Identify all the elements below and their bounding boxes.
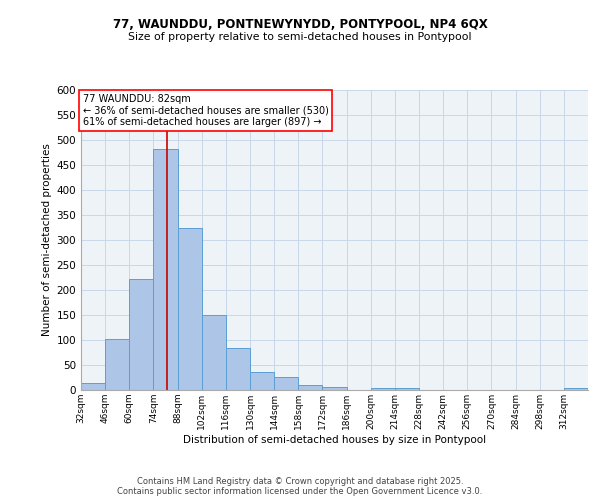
Bar <box>298 384 322 390</box>
Bar <box>371 388 395 390</box>
Y-axis label: Number of semi-detached properties: Number of semi-detached properties <box>42 144 52 336</box>
Text: 77 WAUNDDU: 82sqm
← 36% of semi-detached houses are smaller (530)
61% of semi-de: 77 WAUNDDU: 82sqm ← 36% of semi-detached… <box>83 94 329 126</box>
Bar <box>250 372 274 390</box>
Bar <box>105 338 129 390</box>
Bar <box>202 314 226 390</box>
Text: Size of property relative to semi-detached houses in Pontypool: Size of property relative to semi-detach… <box>128 32 472 42</box>
X-axis label: Distribution of semi-detached houses by size in Pontypool: Distribution of semi-detached houses by … <box>183 434 486 444</box>
Text: Contains HM Land Registry data © Crown copyright and database right 2025.: Contains HM Land Registry data © Crown c… <box>137 477 463 486</box>
Bar <box>81 382 105 390</box>
Bar <box>322 387 347 390</box>
Bar <box>178 228 202 390</box>
Bar <box>129 279 154 390</box>
Text: Contains public sector information licensed under the Open Government Licence v3: Contains public sector information licen… <box>118 487 482 496</box>
Bar <box>564 388 588 390</box>
Bar <box>154 148 178 390</box>
Bar <box>274 377 298 390</box>
Text: 77, WAUNDDU, PONTNEWYNYDD, PONTYPOOL, NP4 6QX: 77, WAUNDDU, PONTNEWYNYDD, PONTYPOOL, NP… <box>113 18 487 30</box>
Bar <box>226 348 250 390</box>
Bar <box>395 388 419 390</box>
